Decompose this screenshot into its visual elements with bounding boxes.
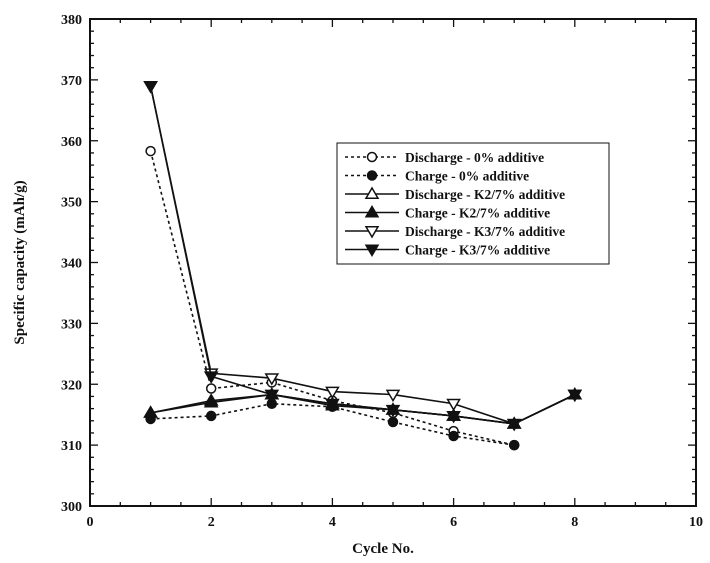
legend-label: Charge - 0% additive <box>405 169 529 184</box>
legend-label: Discharge - K3/7% additive <box>405 224 565 239</box>
data-point <box>203 371 219 384</box>
data-point <box>387 416 399 428</box>
data-point <box>264 373 280 386</box>
data-point <box>143 405 158 418</box>
series-layer <box>143 81 583 451</box>
x-tick-label: 2 <box>208 515 215 530</box>
data-point <box>325 386 340 400</box>
y-tick-label: 350 <box>61 196 82 211</box>
data-point <box>264 389 280 403</box>
y-tick-label: 380 <box>61 13 82 28</box>
legend-label: Charge - K3/7% additive <box>405 243 550 258</box>
data-point <box>325 398 340 412</box>
legend-marker <box>364 205 380 218</box>
data-point <box>448 430 459 442</box>
data-point <box>145 145 156 157</box>
legend-entry: Charge - 0% additive <box>345 169 529 184</box>
data-point <box>567 389 583 403</box>
y-tick-label: 300 <box>61 500 82 515</box>
legend-box <box>336 142 610 265</box>
legend-label: Discharge - K2/7% additive <box>405 187 565 202</box>
legend-entry: Discharge - K3/7% additive <box>345 224 565 239</box>
data-point <box>205 410 217 422</box>
data-point <box>508 439 520 451</box>
x-tick-label: 8 <box>571 515 578 530</box>
legend-marker <box>364 244 380 257</box>
legend-marker <box>366 151 378 163</box>
data-point <box>143 81 158 94</box>
legend-marker <box>364 186 380 199</box>
y-tick-label: 360 <box>61 135 82 150</box>
data-point <box>506 418 522 432</box>
legend-marker <box>366 170 378 181</box>
legend-marker <box>364 226 380 239</box>
y-tick-label: 370 <box>61 74 82 89</box>
plot-frame <box>89 18 697 507</box>
series-line <box>149 85 576 425</box>
y-axis-title: Specific capacity (mAh/g) <box>12 180 28 344</box>
data-point <box>446 398 461 412</box>
legend: Discharge - 0% additive Charge - 0% addit… <box>336 142 610 265</box>
legend-label: Discharge - 0% additive <box>405 150 544 165</box>
x-tick-label: 6 <box>450 515 457 530</box>
axis-ticks: 300 310 320 330 340 350 360 370 380 0 2 4 6 8 10 <box>61 13 703 530</box>
x-tick-label: 0 <box>87 515 94 530</box>
data-point <box>203 395 219 408</box>
series-line <box>149 85 576 425</box>
x-tick-label: 4 <box>329 515 336 530</box>
legend-entry: Charge - K2/7% additive <box>345 205 550 221</box>
data-point <box>205 383 217 394</box>
y-tick-label: 310 <box>61 439 82 454</box>
legend-entry: Discharge - 0% additive <box>345 150 544 165</box>
x-axis-title: Cycle No. <box>352 541 414 557</box>
data-point <box>385 404 401 418</box>
y-tick-label: 340 <box>61 257 82 272</box>
y-tick-label: 330 <box>61 317 82 332</box>
y-tick-label: 320 <box>61 378 82 393</box>
series-6 <box>143 81 583 432</box>
x-tick-label: 10 <box>689 515 703 530</box>
legend-entry: Discharge - K2/7% additive <box>345 186 565 202</box>
data-point <box>385 389 401 403</box>
data-point <box>446 410 461 424</box>
legend-label: Charge - K2/7% additive <box>405 206 550 221</box>
legend-entry: Charge - K3/7% additive <box>345 243 550 258</box>
